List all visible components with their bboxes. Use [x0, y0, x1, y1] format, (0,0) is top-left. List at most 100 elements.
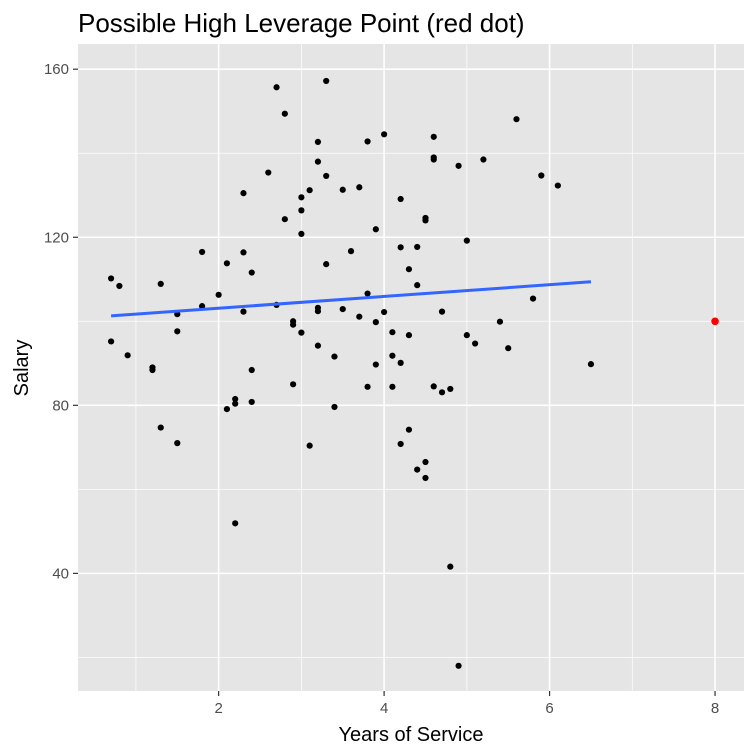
- data-point: [116, 282, 123, 290]
- data-point: [298, 194, 305, 201]
- y-tick-label: 40: [52, 565, 69, 582]
- data-point: [281, 110, 288, 117]
- minor-gridlines: [78, 44, 744, 691]
- data-point: [455, 162, 462, 169]
- chart-title: Possible High Leverage Point (red dot): [78, 8, 525, 38]
- data-point: [273, 84, 280, 91]
- y-axis-title: Salary: [11, 340, 33, 397]
- data-point: [107, 338, 115, 345]
- data-point: [587, 361, 595, 368]
- data-point: [389, 383, 396, 390]
- data-point: [223, 405, 231, 413]
- data-point: [248, 366, 255, 374]
- data-point: [157, 424, 164, 431]
- data-point: [215, 291, 222, 298]
- data-point: [422, 217, 429, 224]
- data-point: [505, 345, 512, 352]
- data-point: [174, 328, 181, 335]
- data-point: [480, 156, 487, 163]
- data-point: [430, 156, 437, 163]
- data-point: [364, 383, 371, 390]
- data-point: [198, 303, 206, 310]
- data-point: [306, 442, 313, 449]
- data-point: [389, 352, 396, 359]
- data-point: [232, 395, 239, 403]
- x-tick-label: 6: [545, 700, 553, 717]
- data-point: [298, 329, 305, 336]
- data-point: [381, 131, 388, 138]
- data-point: [496, 318, 504, 325]
- data-point: [405, 332, 413, 339]
- data-point: [529, 295, 537, 302]
- fit-line-layer: [110, 280, 592, 318]
- data-point: [381, 308, 388, 316]
- data-point: [281, 216, 288, 223]
- data-point: [554, 182, 561, 189]
- x-tick-label: 4: [380, 700, 388, 717]
- plot-panel: [78, 44, 744, 691]
- data-point: [405, 266, 413, 273]
- data-point: [447, 385, 454, 393]
- data-point: [538, 172, 545, 179]
- data-point: [513, 116, 520, 123]
- data-point: [405, 426, 413, 433]
- data-point: [314, 158, 322, 165]
- data-point: [306, 187, 313, 194]
- data-points: [107, 77, 595, 669]
- data-point: [232, 400, 239, 407]
- data-point: [422, 474, 429, 482]
- data-point: [430, 383, 437, 390]
- x-tick-label: 8: [711, 700, 719, 717]
- data-point: [372, 319, 379, 326]
- data-point: [356, 184, 363, 191]
- data-point: [107, 275, 115, 282]
- data-point: [422, 458, 429, 466]
- data-point: [372, 226, 379, 233]
- data-point: [463, 237, 470, 244]
- data-point: [331, 403, 338, 411]
- data-point: [447, 563, 454, 570]
- high-leverage-point-layer: [711, 317, 719, 326]
- data-point: [232, 520, 239, 527]
- data-point: [323, 261, 330, 268]
- data-point: [364, 138, 371, 145]
- data-point: [314, 308, 322, 315]
- data-point: [397, 195, 404, 203]
- axis-ticks: 2 4 6 8 40 80 120 160: [44, 61, 719, 717]
- data-point: [314, 138, 322, 145]
- data-point: [339, 186, 346, 193]
- data-point: [438, 308, 446, 315]
- data-point: [290, 381, 297, 388]
- data-point: [240, 190, 247, 197]
- data-point: [174, 440, 181, 447]
- x-tick-label: 2: [214, 700, 222, 717]
- data-point: [430, 133, 437, 140]
- data-point: [397, 244, 404, 251]
- data-point: [438, 389, 446, 396]
- data-point: [339, 306, 346, 313]
- data-point: [157, 280, 164, 287]
- data-point: [248, 269, 255, 276]
- data-point: [298, 230, 305, 237]
- data-point: [248, 398, 255, 406]
- high-leverage-point: [711, 317, 719, 326]
- data-point: [414, 466, 421, 473]
- data-point: [389, 329, 396, 336]
- data-point: [472, 340, 479, 347]
- y-tick-label: 80: [52, 397, 69, 414]
- regression-fit-line: [110, 280, 592, 318]
- data-point: [347, 248, 355, 255]
- data-point: [414, 243, 421, 251]
- data-point: [198, 248, 206, 256]
- data-point: [240, 249, 247, 256]
- data-point: [223, 260, 231, 267]
- data-point: [331, 353, 338, 360]
- data-point: [397, 359, 404, 366]
- x-axis-title: Years of Service: [339, 724, 484, 746]
- data-point: [149, 366, 156, 374]
- y-tick-label: 120: [44, 229, 69, 246]
- data-point: [265, 169, 272, 176]
- data-point: [323, 77, 330, 85]
- data-point: [240, 308, 247, 315]
